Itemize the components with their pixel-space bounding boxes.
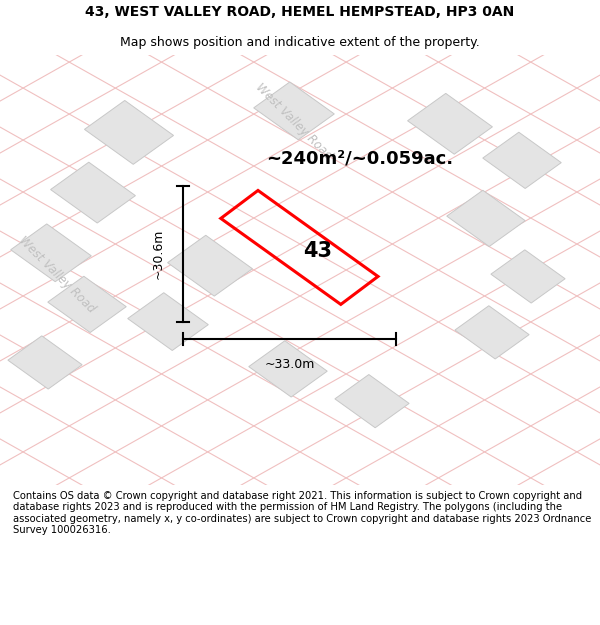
Polygon shape [50,162,136,223]
Polygon shape [249,341,327,397]
Polygon shape [167,235,253,296]
Text: ~30.6m: ~30.6m [151,229,164,279]
Text: West Valley Road: West Valley Road [253,81,335,162]
Text: 43: 43 [304,241,332,261]
Polygon shape [407,93,493,154]
Polygon shape [447,190,525,246]
Text: ~240m²/~0.059ac.: ~240m²/~0.059ac. [266,149,454,168]
Text: ~33.0m: ~33.0m [265,358,314,371]
Polygon shape [335,374,409,428]
Polygon shape [491,250,565,303]
Text: West Valley Road: West Valley Road [16,234,98,315]
Polygon shape [254,82,334,140]
Polygon shape [455,306,529,359]
Polygon shape [483,132,561,189]
Polygon shape [8,336,82,389]
Polygon shape [48,276,126,332]
Polygon shape [85,101,173,164]
Text: 43, WEST VALLEY ROAD, HEMEL HEMPSTEAD, HP3 0AN: 43, WEST VALLEY ROAD, HEMEL HEMPSTEAD, H… [85,5,515,19]
Text: Map shows position and indicative extent of the property.: Map shows position and indicative extent… [120,36,480,49]
Polygon shape [128,292,208,351]
Polygon shape [11,224,91,282]
Text: Contains OS data © Crown copyright and database right 2021. This information is : Contains OS data © Crown copyright and d… [13,491,592,536]
